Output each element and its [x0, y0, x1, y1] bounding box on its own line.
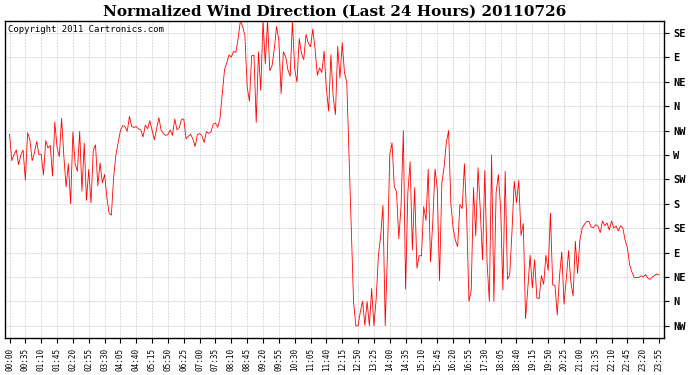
Title: Normalized Wind Direction (Last 24 Hours) 20110726: Normalized Wind Direction (Last 24 Hours…	[103, 4, 566, 18]
Text: Copyright 2011 Cartronics.com: Copyright 2011 Cartronics.com	[8, 26, 164, 34]
